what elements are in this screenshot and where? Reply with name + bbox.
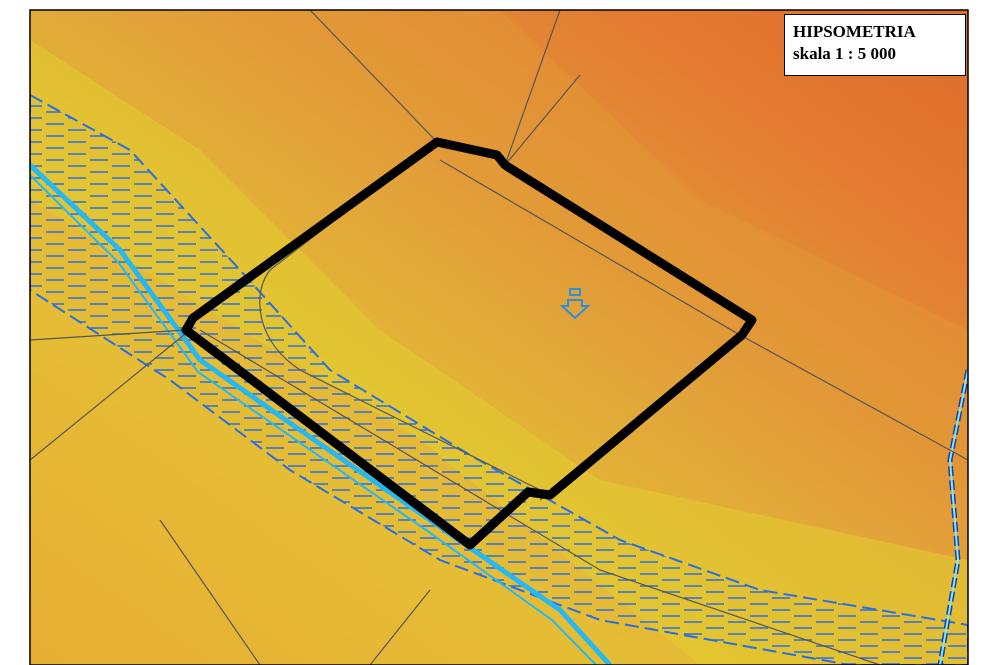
flood-zone: [30, 93, 968, 665]
legend-title: HIPSOMETRIA: [793, 22, 916, 41]
map-content: [30, 10, 968, 665]
legend-scale: skala 1 : 5 000: [793, 44, 896, 63]
relief-band: [30, 40, 968, 665]
legend: HIPSOMETRIA skala 1 : 5 000: [784, 14, 966, 76]
map-frame: [29, 9, 969, 665]
river: [30, 163, 612, 665]
plot-outline: [181, 137, 757, 550]
relief-band: [230, 10, 968, 460]
boundary-inner: [939, 369, 968, 665]
arrow-icon: [559, 288, 591, 320]
river-bank: [30, 174, 597, 665]
